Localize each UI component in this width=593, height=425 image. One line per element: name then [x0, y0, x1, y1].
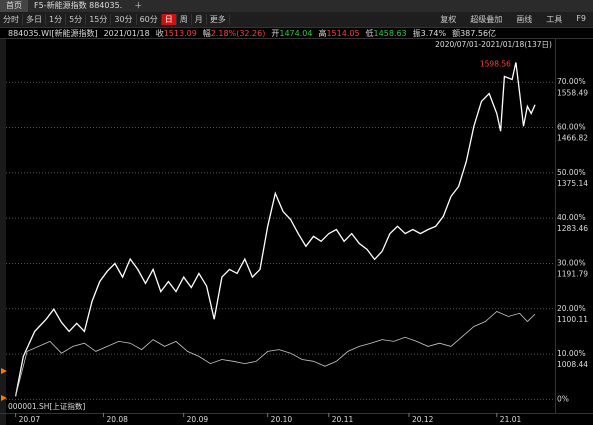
series-line [14, 62, 536, 397]
y2-tick-label: 1283.46 [557, 224, 588, 233]
x-tick-label: 20.10 [271, 415, 293, 424]
series-line [15, 311, 536, 397]
period-button[interactable]: 30分 [111, 14, 137, 25]
y-tick-label: 70.00% [557, 77, 586, 86]
side-strip [0, 38, 6, 425]
period-button[interactable]: 60分 [137, 14, 162, 25]
info-item: 振3.74% [413, 28, 446, 39]
info-label: 收 [155, 28, 164, 38]
x-tick-label: 20.09 [187, 415, 209, 424]
period-button[interactable]: 5分 [66, 14, 87, 25]
info-label: 额 [452, 28, 461, 38]
tool-group: 复权 超级叠加 画线 工具 F9 [433, 14, 593, 25]
info-value: 1474.04 [279, 28, 313, 38]
y2-tick-label: 1558.49 [557, 88, 588, 97]
info-bar: 884035.WI[新能源指数] 2021/01/18 收1513.09 幅2.1… [0, 28, 593, 38]
info-value: 1514.05 [326, 28, 360, 38]
tab-bar: 首页 F5-新能源指数 884035. ＋ [0, 0, 593, 12]
info-label: 开 [271, 28, 280, 38]
info-item: 收1513.09 [156, 28, 197, 39]
info-value: 3.74% [420, 28, 447, 38]
x-tick-label: 20.08 [106, 415, 128, 424]
max-label: 1598.56 [480, 59, 511, 68]
x-tick-label: 20.11 [332, 415, 354, 424]
period-button[interactable]: 日 [161, 14, 177, 25]
info-item: 额387.56亿 [452, 28, 496, 39]
marker [1, 368, 7, 401]
y-tick-label: 10.00% [557, 349, 586, 358]
info-label: 振 [412, 28, 421, 38]
tool-button[interactable]: 工具 [546, 15, 563, 24]
chart: 2020/07/01-2021/01/18(137日) 000001.SH[上证… [0, 38, 593, 425]
range-label: 2020/07/01-2021/01/18(137日) [435, 40, 552, 49]
x-tick-label: 21.01 [500, 415, 522, 424]
series-label: 000001.SH[上证指数] [8, 401, 85, 411]
info-item: 开1474.04 [271, 28, 312, 39]
y-tick-label: 60.00% [557, 123, 586, 132]
info-label: 低 [365, 28, 374, 38]
info-label: 幅 [202, 28, 211, 38]
tool-button[interactable]: 画线 [516, 15, 533, 24]
y2-tick-label: 1466.82 [557, 134, 588, 143]
y-tick-label: 40.00% [557, 213, 586, 222]
y2-tick-label: 1191.79 [557, 269, 588, 278]
tab[interactable]: F5-新能源指数 884035. [34, 1, 123, 10]
tool-button[interactable]: 复权 [440, 15, 457, 24]
period-button[interactable]: 周 [177, 14, 192, 25]
period-button[interactable]: 分时 [0, 14, 23, 25]
info-item: 幅2.18%(32.26) [203, 28, 266, 39]
x-tick-label: 20.07 [19, 415, 41, 424]
info-value: 1458.63 [373, 28, 407, 38]
toolbar: 分时 多日 1分 5分 15分 30分 60分日周月更多 复权 超级叠加 画线 工具 F9 [0, 12, 593, 28]
tab[interactable]: 首页 [0, 0, 28, 12]
y2-tick-label: 1375.14 [557, 179, 588, 188]
info-value: 1513.09 [163, 28, 197, 38]
period-button[interactable]: 多日 [23, 14, 46, 25]
info-item: 低1458.63 [366, 28, 407, 39]
series-name: 884035.WI[新能源指数] [8, 28, 98, 38]
period-button[interactable]: 更多 [207, 14, 230, 25]
tool-button[interactable]: 超级叠加 [470, 15, 503, 24]
tool-button[interactable]: F9 [576, 14, 586, 23]
info-label: 高 [318, 28, 327, 38]
y-tick-label: 30.00% [557, 258, 586, 267]
x-tick-label: 20.12 [412, 415, 434, 424]
y2-tick-label: 1100.11 [557, 315, 588, 324]
new-tab[interactable]: ＋ [134, 1, 143, 10]
info-value: 2.18%(32.26) [210, 28, 266, 38]
y-tick-label: 20.00% [557, 304, 586, 313]
period-button[interactable]: 1分 [46, 14, 67, 25]
info-value: 387.56亿 [460, 28, 497, 38]
y-tick-label: 50.00% [557, 168, 586, 177]
info-item: 高1514.05 [318, 28, 359, 39]
period-button[interactable]: 月 [192, 14, 207, 25]
date: 2021/01/18 [103, 28, 150, 38]
y-tick-label: 0% [557, 394, 569, 403]
period-group: 分时 多日 1分 5分 15分 30分 60分日周月更多 [0, 14, 230, 25]
y2-tick-label: 1008.44 [557, 360, 588, 369]
period-button[interactable]: 15分 [86, 14, 112, 25]
